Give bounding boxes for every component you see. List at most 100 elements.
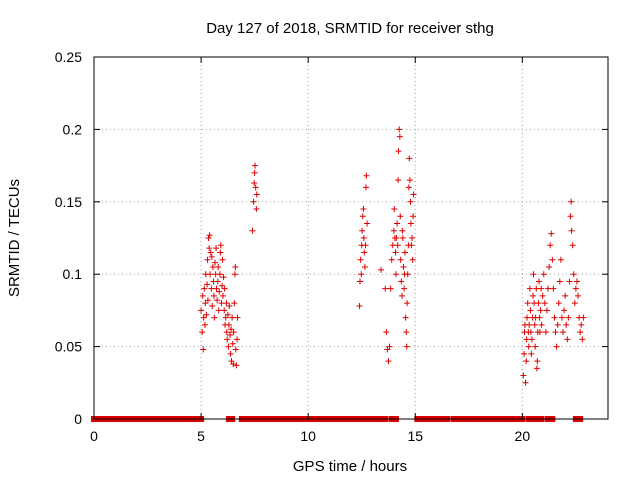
data-point bbox=[536, 278, 543, 285]
y-tick-label: 0 bbox=[74, 411, 82, 427]
y-tick-label: 0.1 bbox=[63, 266, 83, 282]
data-point bbox=[551, 314, 558, 321]
data-point bbox=[199, 329, 206, 336]
data-point bbox=[387, 285, 394, 292]
data-point bbox=[209, 263, 216, 270]
data-point bbox=[404, 271, 411, 278]
data-point bbox=[212, 259, 219, 266]
data-point bbox=[526, 285, 533, 292]
data-point bbox=[356, 303, 363, 310]
data-point bbox=[385, 358, 392, 365]
data-point bbox=[555, 300, 562, 307]
data-point bbox=[520, 372, 527, 379]
data-point bbox=[251, 179, 258, 186]
data-point bbox=[539, 292, 546, 299]
data-point bbox=[392, 271, 399, 278]
data-point bbox=[535, 300, 542, 307]
data-point bbox=[580, 314, 587, 321]
data-point bbox=[396, 126, 403, 133]
data-point bbox=[199, 292, 206, 299]
data-point bbox=[521, 350, 528, 357]
data-point bbox=[538, 285, 545, 292]
grid-lines bbox=[94, 57, 608, 419]
x-tick-labels: 0 5 10 15 20 bbox=[90, 428, 530, 444]
data-point bbox=[523, 336, 530, 343]
data-point bbox=[557, 256, 564, 263]
data-point bbox=[541, 300, 548, 307]
data-point bbox=[579, 336, 586, 343]
data-point bbox=[536, 314, 543, 321]
data-point bbox=[392, 249, 399, 256]
data-point bbox=[359, 227, 366, 234]
data-point bbox=[536, 329, 543, 336]
data-point bbox=[252, 162, 259, 169]
data-point bbox=[565, 314, 572, 321]
data-point bbox=[406, 155, 413, 162]
data-point bbox=[234, 336, 241, 343]
data-point bbox=[207, 249, 214, 256]
data-point bbox=[204, 297, 211, 304]
data-point bbox=[394, 242, 401, 249]
data-point bbox=[409, 235, 416, 241]
data-point bbox=[401, 285, 408, 292]
data-point bbox=[357, 256, 364, 263]
data-point bbox=[227, 350, 234, 357]
data-point bbox=[549, 256, 556, 263]
data-point bbox=[234, 314, 241, 321]
data-point bbox=[204, 256, 211, 263]
data-point bbox=[219, 292, 226, 299]
data-point bbox=[401, 249, 408, 256]
data-point bbox=[216, 288, 223, 295]
data-point bbox=[209, 303, 216, 310]
data-point bbox=[232, 346, 239, 353]
data-point bbox=[528, 336, 535, 343]
data-point bbox=[217, 242, 224, 249]
data-point bbox=[223, 300, 230, 307]
data-point bbox=[362, 184, 369, 191]
data-point bbox=[208, 285, 215, 292]
data-point bbox=[577, 329, 584, 336]
data-point bbox=[528, 350, 535, 357]
data-point bbox=[205, 235, 212, 241]
data-point bbox=[217, 249, 224, 256]
data-point bbox=[570, 271, 577, 278]
x-tick-label: 20 bbox=[515, 428, 531, 444]
data-point bbox=[249, 227, 256, 234]
data-point bbox=[568, 198, 575, 205]
data-point bbox=[356, 278, 363, 285]
data-point bbox=[213, 285, 220, 292]
data-point bbox=[571, 300, 578, 307]
data-point bbox=[362, 242, 369, 249]
data-point bbox=[395, 148, 402, 155]
data-point bbox=[377, 266, 384, 273]
data-point bbox=[226, 303, 233, 310]
data-point bbox=[410, 213, 417, 220]
y-axis-label: SRMTID / TECUs bbox=[6, 179, 23, 297]
data-point bbox=[251, 169, 258, 176]
data-point bbox=[386, 343, 393, 350]
plot-frame bbox=[93, 56, 609, 420]
data-point bbox=[214, 278, 221, 285]
data-point bbox=[230, 329, 237, 336]
data-point bbox=[382, 285, 389, 292]
data-point bbox=[364, 220, 371, 227]
data-point bbox=[548, 230, 555, 237]
data-point bbox=[363, 172, 370, 179]
data-point bbox=[252, 184, 259, 191]
data-point bbox=[202, 300, 209, 307]
data-point bbox=[533, 365, 540, 372]
x-tick-label: 15 bbox=[407, 428, 423, 444]
data-point bbox=[404, 300, 411, 307]
data-point bbox=[358, 271, 365, 278]
data-point bbox=[402, 314, 409, 321]
x-tick-label: 10 bbox=[300, 428, 316, 444]
data-point bbox=[537, 307, 544, 314]
data-point bbox=[359, 213, 366, 220]
data-point bbox=[575, 292, 582, 299]
data-point bbox=[208, 253, 215, 260]
data-point bbox=[560, 329, 567, 336]
data-point bbox=[216, 271, 223, 278]
data-point bbox=[395, 177, 402, 184]
data-point bbox=[552, 329, 559, 336]
